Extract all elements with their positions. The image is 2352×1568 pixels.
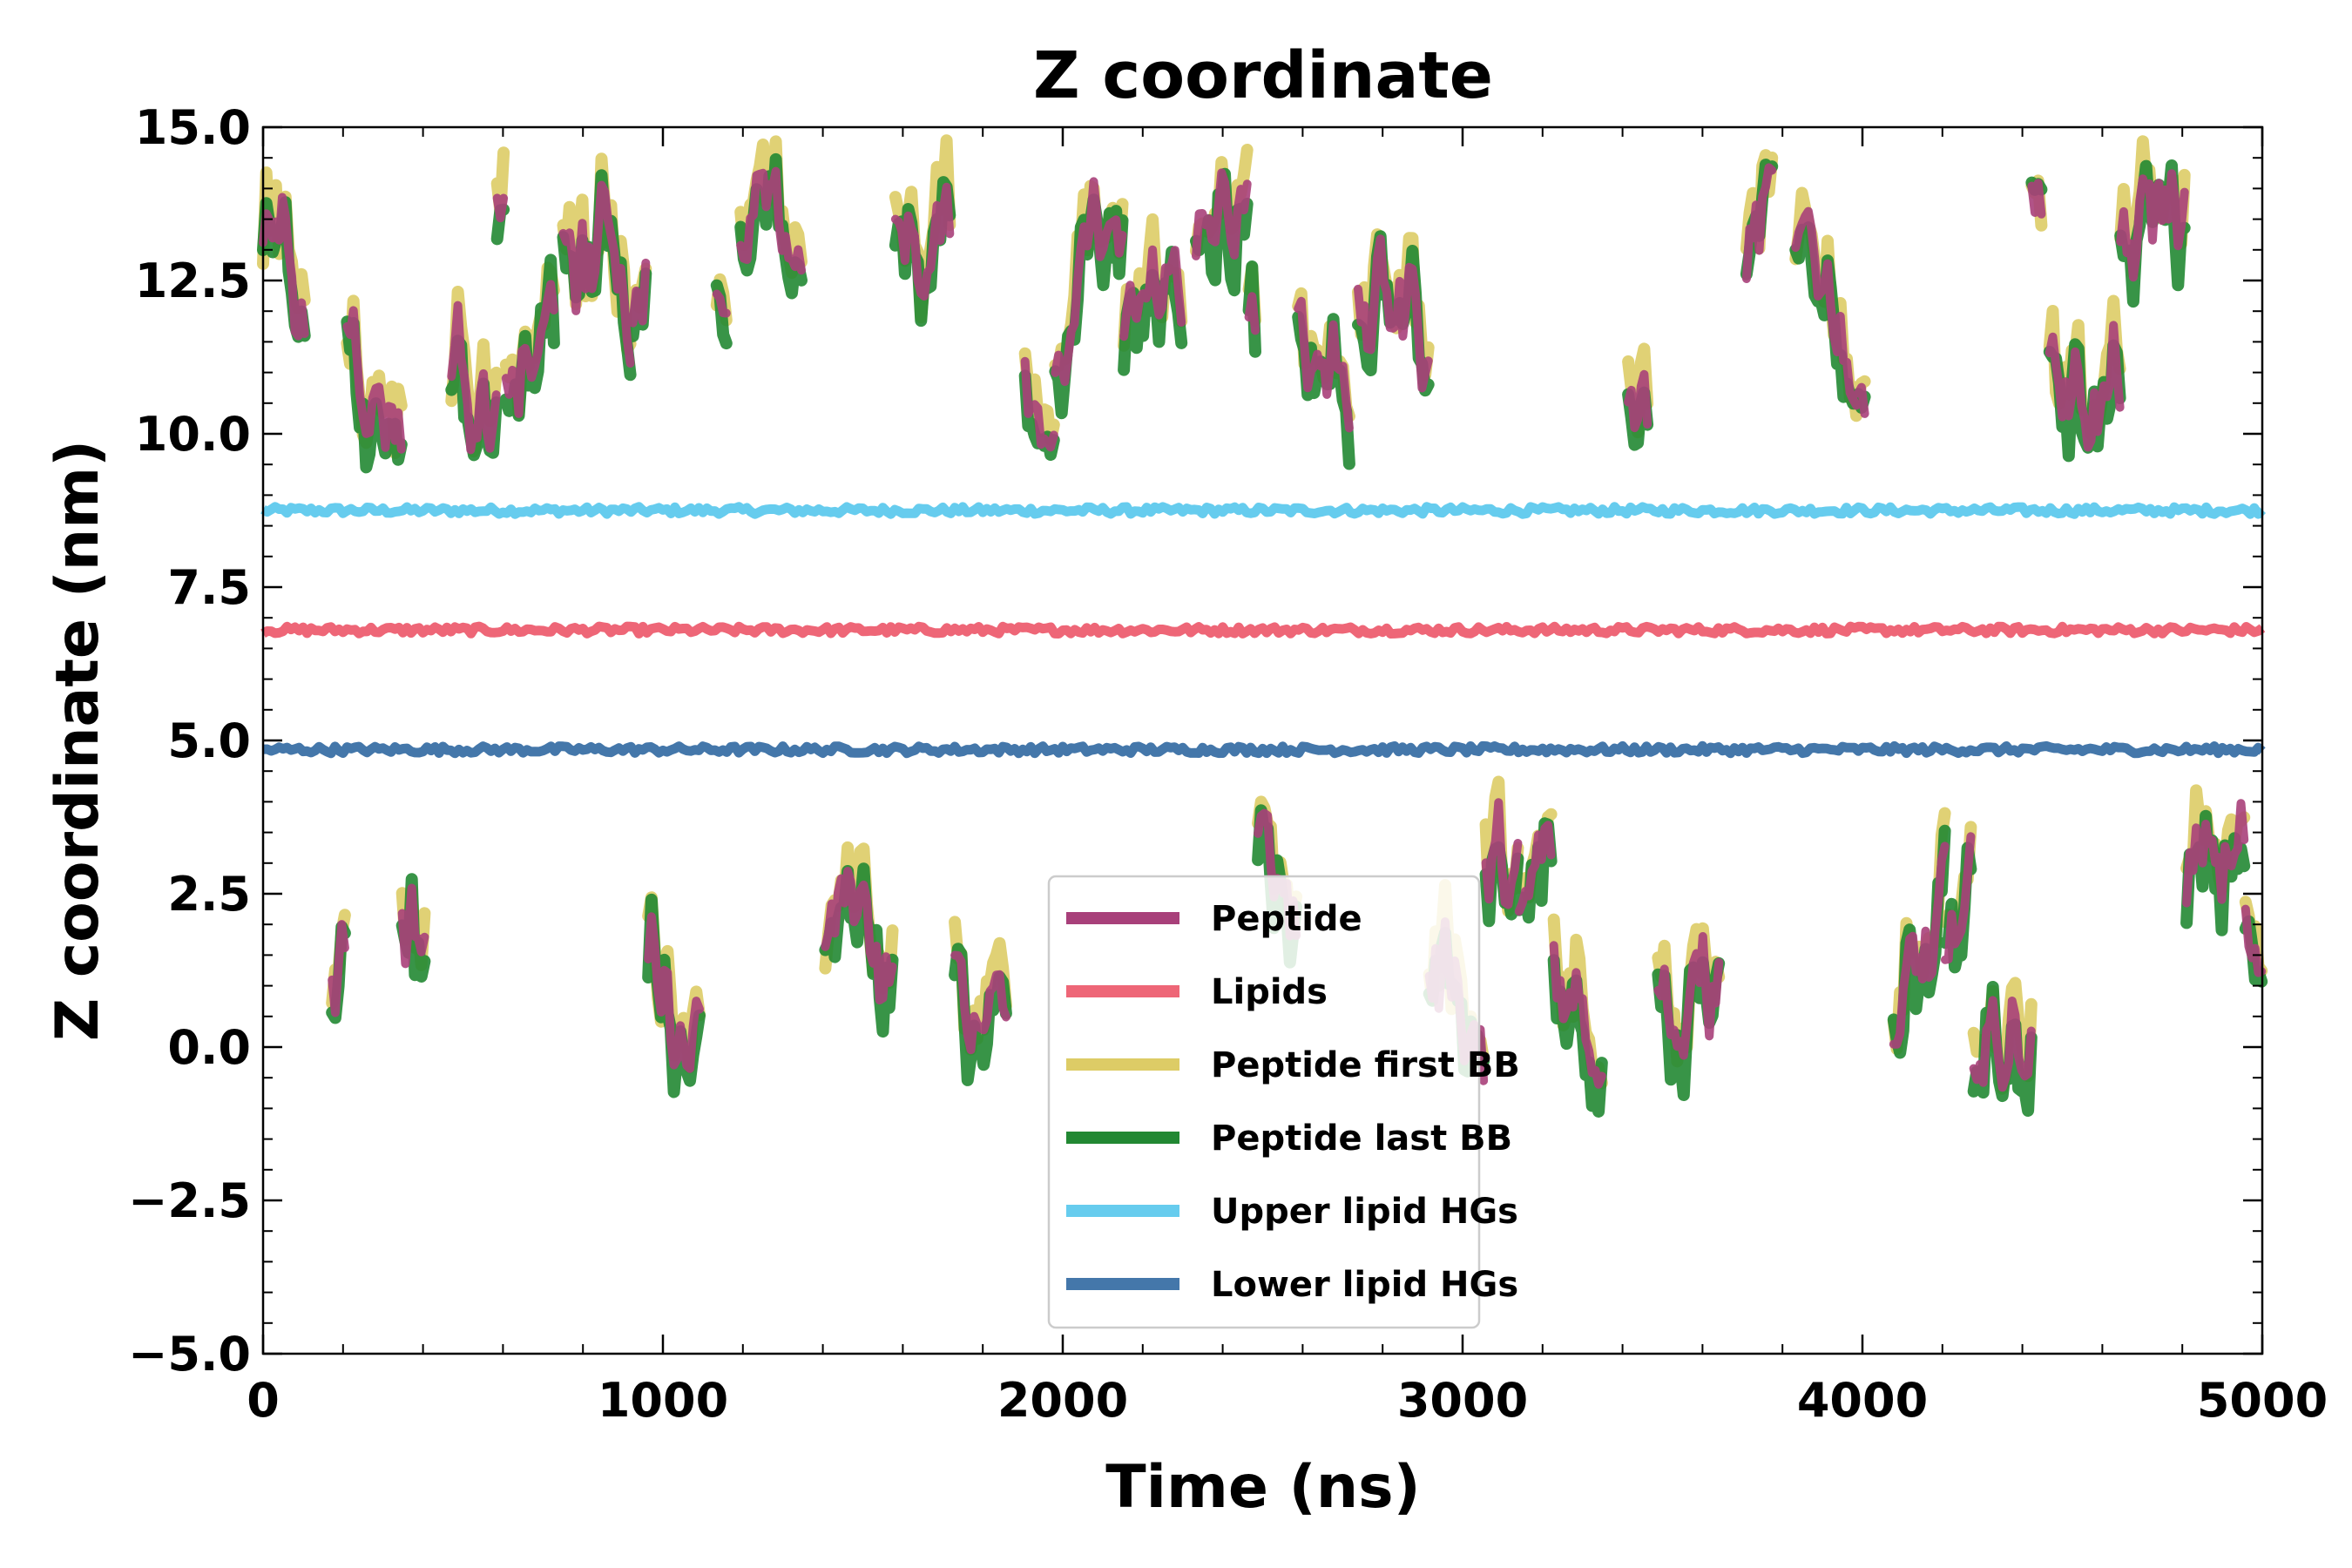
x-tick-label: 0 — [247, 1373, 280, 1428]
legend-entry-label: Peptide — [1211, 899, 1362, 939]
x-tick-label: 2000 — [997, 1373, 1128, 1428]
x-tick-label: 3000 — [1397, 1373, 1528, 1428]
y-tick-label: 15.0 — [135, 100, 251, 155]
legend-entry-label: Lower lipid HGs — [1211, 1265, 1518, 1305]
chart-title: Z coordinate — [1033, 38, 1493, 113]
series-lipids — [260, 621, 2266, 639]
x-tick-label: 5000 — [2197, 1373, 2328, 1428]
y-tick-label: 12.5 — [135, 253, 251, 308]
y-tick-label: 2.5 — [167, 867, 251, 922]
legend-box — [1047, 875, 1481, 1329]
series-upper-lipid-hgs — [260, 502, 2267, 519]
y-axis-label: Z coordinate (nm) — [44, 440, 112, 1041]
legend: Peptide Lipids Peptide first BB Peptide las… — [1047, 875, 1520, 1329]
x-tick-label: 1000 — [598, 1373, 728, 1428]
y-tick-label: 5.0 — [167, 713, 251, 768]
x-axis-label: Time (ns) — [1105, 1453, 1420, 1522]
y-tick-label: −5.0 — [128, 1327, 251, 1382]
x-tick-label: 4000 — [1797, 1373, 1928, 1428]
y-tick-label: 7.5 — [167, 560, 251, 615]
legend-entry-label: Peptide first BB — [1211, 1045, 1520, 1085]
series-peptide — [259, 163, 2267, 1092]
series-layer — [257, 134, 2268, 1118]
series-lower-lipid-hgs — [262, 740, 2266, 759]
y-tick-label: −2.5 — [128, 1173, 251, 1228]
legend-entry-label: Upper lipid HGs — [1211, 1192, 1518, 1232]
y-tick-label: 10.0 — [135, 407, 251, 462]
y-tick-label: 0.0 — [167, 1020, 251, 1075]
legend-entry-label: Peptide last BB — [1211, 1119, 1512, 1159]
legend-entry-label: Lipids — [1211, 972, 1328, 1012]
axis-ticks: 0 1000 2000 3000 4000 5000 −5.0 −2.5 0.0 2.5 5.0 7.… — [128, 100, 2328, 1428]
